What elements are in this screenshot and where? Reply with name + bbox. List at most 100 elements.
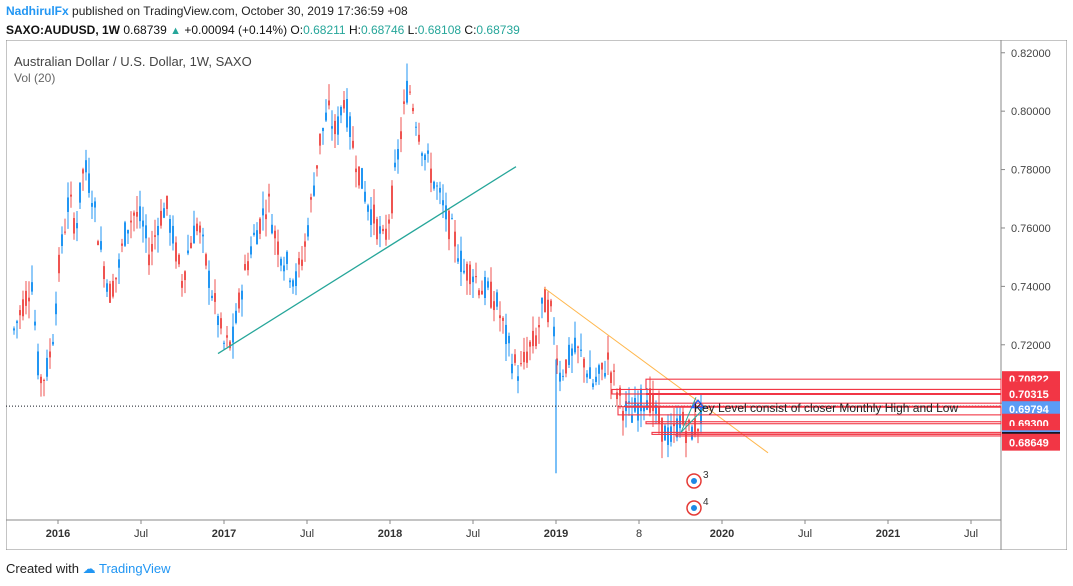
author-name[interactable]: NadhirulFx — [6, 4, 69, 18]
candle-body — [682, 411, 684, 425]
candle-body — [604, 373, 606, 377]
tradingview-logo-icon: ☁ — [82, 561, 96, 576]
publish-text: published on TradingView.com, October 30… — [72, 4, 408, 18]
candle-body — [295, 271, 297, 287]
candle-body — [199, 225, 201, 233]
candle-body — [697, 428, 699, 432]
candle-body — [430, 168, 432, 183]
time-tick-label: 8 — [636, 528, 642, 540]
trend-line[interactable] — [217, 166, 517, 355]
candle-body — [529, 341, 531, 347]
price-axis[interactable]: 0.82000 0.80000 0.78000 0.76000 0.74000 0.720… — [1001, 48, 1060, 451]
candle-body — [232, 326, 234, 343]
candle-body — [274, 230, 276, 239]
candle-body — [541, 297, 543, 304]
candle-body — [313, 185, 315, 196]
pattern-marker-icon — [690, 399, 706, 409]
candle-body — [241, 290, 243, 300]
price-tick-label: 0.74000 — [1011, 281, 1051, 293]
candle-body — [229, 341, 231, 349]
candle-body — [433, 181, 435, 189]
candle-body — [43, 379, 45, 381]
price-tick-label: 0.76000 — [1011, 223, 1051, 235]
brand[interactable]: TradingView — [99, 561, 171, 576]
candle-body — [598, 365, 600, 374]
price-chart[interactable]: Key Level consist of closer Monthly High… — [6, 40, 1067, 550]
candle-body — [55, 303, 57, 315]
candle-body — [391, 185, 393, 214]
candle-body — [610, 372, 612, 383]
candle-body — [16, 321, 18, 324]
candle-body — [85, 160, 87, 173]
candle-body — [196, 223, 198, 232]
candle-body — [187, 250, 189, 254]
candle-body — [535, 335, 537, 347]
time-tick-label: 2017 — [212, 528, 236, 540]
candle-body — [562, 375, 564, 377]
candle-body — [61, 234, 63, 246]
candle-body — [316, 165, 318, 169]
candle-body — [367, 205, 369, 212]
fan-line — [680, 397, 697, 433]
key-level-box[interactable] — [645, 421, 1002, 425]
events[interactable]: 34 — [686, 470, 709, 516]
candle-body — [550, 300, 552, 307]
candle-body — [175, 242, 177, 262]
candle-body — [268, 193, 270, 197]
descending-line[interactable] — [543, 287, 769, 454]
candle-body — [97, 241, 99, 245]
candle-body — [202, 234, 204, 237]
candle-body — [235, 310, 237, 323]
candle-body — [106, 283, 108, 292]
candle-body — [259, 218, 261, 234]
candle-body — [289, 280, 291, 283]
series-legend[interactable]: Australian Dollar / U.S. Dollar, 1W, SAX… — [14, 54, 252, 69]
candle-body — [124, 222, 126, 246]
fan-line — [680, 405, 707, 433]
candle-body — [64, 231, 66, 233]
candle-body — [700, 407, 702, 424]
candle-body — [325, 112, 327, 121]
candle-body — [157, 225, 159, 236]
candle-body — [496, 292, 498, 307]
candle-body — [400, 131, 402, 140]
change: +0.00094 (+0.14%) — [184, 23, 288, 37]
candle-body — [376, 219, 378, 240]
candle-body — [475, 276, 477, 278]
key-level-box[interactable] — [675, 433, 1002, 437]
candle-body — [292, 280, 294, 287]
candle-body — [628, 401, 630, 403]
candle-body — [601, 362, 603, 370]
candle-body — [265, 214, 267, 220]
candle-body — [253, 232, 255, 235]
candle-body — [403, 101, 405, 104]
candle-body — [472, 276, 474, 283]
candle-body — [478, 290, 480, 296]
time-tick-label: 2020 — [710, 528, 734, 540]
candle-body — [406, 80, 408, 103]
candle-body — [13, 328, 15, 331]
drawings: Key Level consist of closer Monthly High… — [6, 166, 1002, 454]
candle-body — [421, 153, 423, 156]
candle-body — [565, 359, 567, 374]
footer: Created with ☁ TradingView — [6, 561, 171, 577]
key-level-annotation[interactable]: Key Level consist of closer Monthly High… — [694, 401, 958, 415]
candle-body — [424, 154, 426, 160]
l-label: L: — [407, 23, 418, 37]
candle-body — [172, 225, 174, 244]
candle-body — [580, 349, 582, 351]
candle-body — [445, 205, 447, 220]
candle-body — [121, 243, 123, 246]
price-label-bg — [1002, 434, 1060, 451]
candle-body — [397, 149, 399, 160]
candle-body — [637, 403, 639, 421]
time-axis[interactable]: 2016 Jul 2017 Jul 2018 Jul 2019 8 2020 Jul 2021 Jul — [46, 520, 978, 540]
price-tick-label: 0.78000 — [1011, 165, 1051, 177]
candle-body — [532, 330, 534, 347]
candle-body — [343, 100, 345, 109]
candle-body — [556, 358, 558, 366]
price-label-bg — [1002, 401, 1060, 418]
candle-body — [169, 218, 171, 233]
candle-body — [304, 241, 306, 247]
volume-legend[interactable]: Vol (20) — [14, 71, 56, 85]
